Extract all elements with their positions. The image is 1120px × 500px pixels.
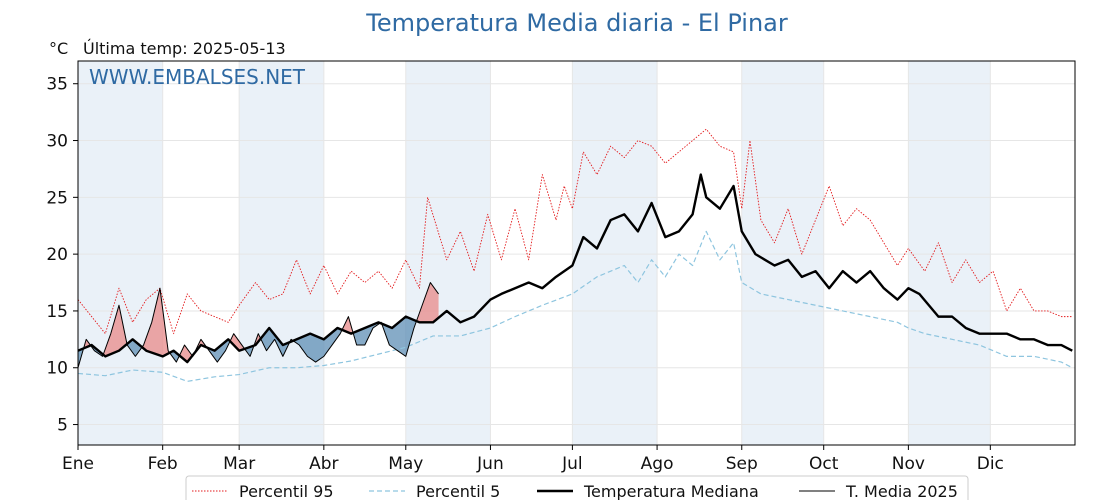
above-median-fill: [341, 316, 353, 334]
legend-box: [185, 475, 969, 500]
month-band: [239, 61, 324, 445]
y-axis: 5 10 15 20 25 30 35: [46, 75, 78, 436]
y-tick-label: 35: [46, 75, 68, 95]
y-tick-label: 30: [46, 132, 68, 152]
month-band: [78, 61, 163, 445]
above-median-fill: [141, 288, 170, 357]
below-median-fill: [381, 316, 417, 357]
legend-label-p95: Percentil 95: [239, 482, 334, 500]
below-median-fill: [260, 327, 290, 357]
x-tick-label: May: [388, 454, 423, 474]
legend-label-current: T. Media 2025: [845, 482, 958, 500]
month-band: [405, 61, 491, 445]
x-axis: Ene Feb Mar Abr May Jun Jul Ago Sep Oct Nov Dic: [62, 445, 1004, 474]
x-tick-label: Mar: [223, 454, 255, 474]
y-tick-label: 25: [46, 188, 68, 208]
x-tick-label: Abr: [309, 454, 338, 474]
plot-frame: [77, 60, 1076, 446]
y-tick-label: 5: [57, 416, 68, 436]
month-band: [572, 61, 658, 445]
above-median-fill: [102, 305, 127, 357]
legend-label-median: Temperatura Mediana: [583, 482, 759, 500]
y-tick-label: 20: [46, 245, 68, 265]
below-median-fill: [352, 322, 380, 346]
y-tick-label: 10: [46, 359, 68, 379]
x-tick-label: Dic: [977, 454, 1004, 474]
y-tick-label: 15: [46, 302, 68, 322]
below-median-fill: [206, 339, 230, 363]
x-tick-label: Feb: [148, 454, 178, 474]
above-median-fill: [416, 282, 439, 323]
chart-title: Temperatura Media diaria - El Pinar: [365, 9, 788, 37]
x-tick-label: Nov: [892, 454, 925, 474]
x-tick-label: Jul: [561, 454, 583, 474]
y-unit-label: °C: [49, 39, 68, 58]
x-tick-label: Jun: [476, 454, 504, 474]
series-line-current: [77, 282, 439, 368]
x-tick-label: Sep: [726, 454, 758, 474]
x-tick-label: Ago: [641, 454, 674, 474]
month-bands: [78, 61, 991, 445]
series-line-p5: [77, 230, 1073, 382]
x-tick-label: Ene: [62, 454, 94, 474]
legend-label-p5: Percentil 5: [416, 482, 500, 500]
grid-lines: [77, 61, 1075, 445]
series-lines: [77, 128, 1073, 382]
series-line-p95: [77, 128, 1073, 335]
month-band: [908, 61, 991, 445]
watermark: WWW.EMBALSES.NET: [89, 65, 306, 89]
legend: Percentil 95 Percentil 5 Temperatura Med…: [185, 475, 969, 500]
last-temp-label: Última temp: 2025-05-13: [83, 39, 286, 58]
x-tick-label: Oct: [809, 454, 839, 474]
above-median-fill: [229, 333, 245, 351]
